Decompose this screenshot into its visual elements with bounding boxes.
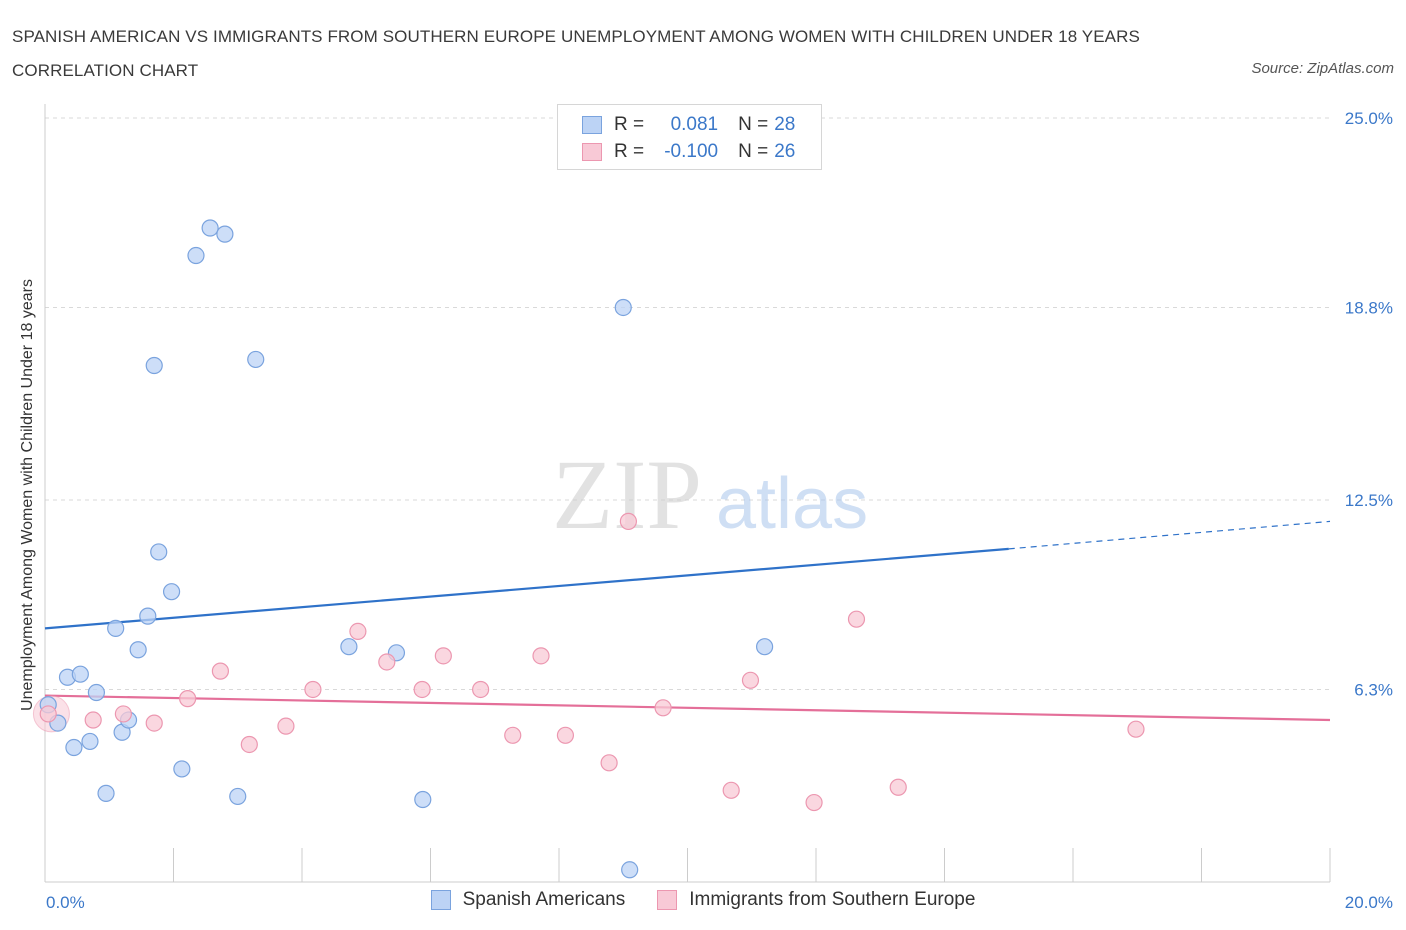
legend-label: Spanish Americans xyxy=(462,889,626,910)
legend-swatch-blue xyxy=(430,890,451,910)
point-immigrants xyxy=(378,653,396,671)
point-immigrants xyxy=(304,680,322,699)
point-immigrants xyxy=(179,690,197,708)
trendline-spanish-americans xyxy=(44,547,1009,630)
point-immigrants xyxy=(39,705,57,723)
point-immigrants xyxy=(619,512,637,530)
trend-lines xyxy=(44,520,1331,722)
legend-label: Immigrants from Southern Europe xyxy=(689,889,976,910)
watermark-zip: ZIP xyxy=(552,439,702,550)
point-immigrants xyxy=(504,726,522,744)
trendline-immigrants xyxy=(44,694,1331,722)
data-points xyxy=(32,219,1145,879)
x-tick-label-min: 0.0% xyxy=(46,893,85,912)
legend-r-label: R = xyxy=(614,141,645,162)
legend-n-value: 28 xyxy=(774,114,796,135)
point-spanish-americans xyxy=(173,760,191,778)
point-immigrants xyxy=(600,754,618,772)
point-immigrants xyxy=(84,711,102,729)
point-immigrants xyxy=(556,726,575,744)
tick-labels: 6.3% 12.5% 18.8% 25.0% 0.0% 20.0% xyxy=(46,109,1393,912)
point-immigrants xyxy=(847,610,866,628)
point-spanish-americans xyxy=(216,225,234,243)
point-spanish-americans xyxy=(81,732,99,751)
point-immigrants xyxy=(277,717,295,735)
point-immigrants xyxy=(145,714,163,732)
legend-swatch-pink xyxy=(582,143,602,161)
watermark-atlas: atlas xyxy=(716,464,868,544)
legend-swatch-pink xyxy=(657,890,678,910)
legend-r-value: -0.100 xyxy=(664,141,719,162)
y-tick-label: 6.3% xyxy=(1354,680,1393,699)
point-immigrants xyxy=(805,793,823,812)
point-spanish-americans xyxy=(340,638,358,656)
watermark: ZIP atlas xyxy=(552,439,868,550)
trendline-spanish-americans-extension xyxy=(1008,520,1331,550)
gridlines xyxy=(45,117,1330,690)
point-immigrants xyxy=(654,699,672,717)
point-immigrants xyxy=(240,735,258,754)
point-immigrants xyxy=(1127,720,1145,738)
point-spanish-americans xyxy=(247,350,265,369)
point-spanish-americans xyxy=(201,219,219,237)
y-tick-label: 18.8% xyxy=(1345,298,1393,317)
axes xyxy=(44,104,1331,883)
point-immigrants xyxy=(211,662,230,680)
point-immigrants xyxy=(434,647,452,665)
series-legend: Spanish Americans Immigrants from Southe… xyxy=(0,889,1406,911)
point-spanish-americans xyxy=(755,638,774,656)
point-spanish-americans xyxy=(71,665,89,683)
point-spanish-americans xyxy=(129,641,147,659)
point-spanish-americans xyxy=(621,861,639,879)
legend-n-value: 26 xyxy=(774,141,796,162)
point-immigrants xyxy=(413,680,431,699)
point-immigrants xyxy=(114,705,132,723)
point-spanish-americans xyxy=(414,790,432,809)
point-spanish-americans xyxy=(87,683,106,702)
legend-item-immigrants-southern-europe[interactable]: Immigrants from Southern Europe xyxy=(657,889,975,911)
point-immigrants xyxy=(532,647,550,665)
y-tick-label: 12.5% xyxy=(1345,491,1393,510)
point-immigrants xyxy=(349,622,367,641)
point-spanish-americans xyxy=(150,543,168,561)
legend-row-spanish: R = 0.081 N = 28 xyxy=(582,113,795,137)
point-spanish-americans xyxy=(162,583,181,601)
source-label: Source: ZipAtlas.com xyxy=(1251,60,1394,77)
point-spanish-americans xyxy=(97,784,115,802)
point-spanish-americans xyxy=(145,356,163,375)
point-spanish-americans xyxy=(614,298,632,317)
x-tick-label-max: 20.0% xyxy=(1345,893,1393,912)
legend-swatch-blue xyxy=(582,116,602,134)
point-spanish-americans xyxy=(187,246,205,265)
point-immigrants xyxy=(722,781,740,799)
legend-item-spanish-americans[interactable]: Spanish Americans xyxy=(430,889,626,911)
point-spanish-americans xyxy=(65,738,83,757)
point-spanish-americans xyxy=(229,787,247,806)
legend-n-label: N = xyxy=(738,114,769,135)
chart-title: SPANISH AMERICAN VS IMMIGRANTS FROM SOUT… xyxy=(12,27,1140,80)
legend-r-value: 0.081 xyxy=(670,114,719,135)
point-spanish-americans xyxy=(139,607,157,625)
point-immigrants xyxy=(741,671,760,689)
point-immigrants xyxy=(472,680,490,699)
stats-legend: R = 0.081 N = 28 R = -0.100 N = 26 xyxy=(557,104,822,170)
legend-r-label: R = xyxy=(614,114,645,135)
point-spanish-americans xyxy=(107,619,125,637)
legend-row-immigrants: R = -0.100 N = 26 xyxy=(582,140,795,164)
legend-n-label: N = xyxy=(738,141,769,162)
y-tick-label: 25.0% xyxy=(1345,109,1393,128)
point-immigrants xyxy=(889,778,907,796)
